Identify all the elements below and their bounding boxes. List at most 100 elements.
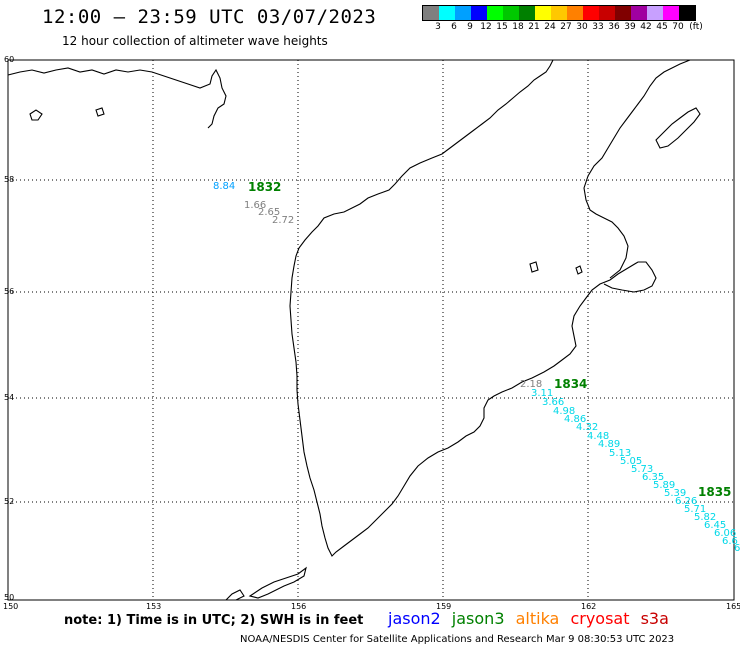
color-scale-labels: 3 6 9 12 15 18 21 24 27 30 33 36 39 42 45 70 (ft) [422, 22, 703, 34]
color-scale-label: 15 [496, 22, 508, 32]
color-swatch [423, 6, 439, 20]
wave-height-label: 8.84 [213, 181, 235, 192]
color-scale-label: 70 [672, 22, 684, 32]
color-scale-label: 30 [576, 22, 588, 32]
kamchatka-coastline [289, 59, 657, 557]
color-swatch [583, 6, 599, 20]
lat-label-50: 50 [4, 593, 14, 602]
wave-height-label: 3.66 [542, 397, 564, 408]
color-scale-label: 6 [451, 22, 457, 32]
lat-label-58: 58 [4, 175, 14, 184]
map-title: 12:00 – 23:59 UTC 03/07/2023 [42, 6, 377, 28]
wave-height-label: 5.82 [694, 512, 716, 523]
wave-height-label: 2.65 [258, 207, 280, 218]
coastline [7, 59, 701, 601]
color-swatch [503, 6, 519, 20]
color-scale-label: 3 [435, 22, 441, 32]
kuril-island-second [224, 589, 245, 601]
commander-island-east [575, 265, 583, 275]
lon-label-162: 162 [581, 602, 596, 611]
wave-height-label: 5.13 [609, 448, 631, 459]
wave-height-label: 4.89 [598, 439, 620, 450]
kamchatka-east-coast [583, 59, 691, 279]
color-swatch [647, 6, 663, 20]
lat-label-60: 60 [4, 55, 14, 64]
color-swatch [679, 6, 695, 20]
map-frame [7, 59, 735, 601]
graticule [8, 60, 734, 600]
color-swatch [615, 6, 631, 20]
wave-height-labels: 8.84 1.662.652.72 2.183.113.664.984.864.32… [213, 181, 740, 554]
lon-label-159: 159 [436, 602, 451, 611]
color-swatch [599, 6, 615, 20]
pass-time-label: 1834 [554, 377, 587, 391]
wave-height-label: 6.35 [642, 472, 664, 483]
color-scale-label: 39 [624, 22, 636, 32]
color-scale-label: 21 [528, 22, 540, 32]
color-scale-label: 33 [592, 22, 604, 32]
color-swatch [535, 6, 551, 20]
lon-label-150: 150 [3, 602, 18, 611]
pass-time-label: 1835 [698, 485, 731, 499]
wave-height-label: 4.86 [564, 414, 586, 425]
lat-label-52: 52 [4, 497, 14, 506]
wave-height-label: 5.05 [620, 456, 642, 467]
wave-height-label: 6 [734, 543, 740, 554]
color-swatch [551, 6, 567, 20]
color-swatch [439, 6, 455, 20]
wave-height-label: 2.18 [520, 379, 542, 390]
legend-cryosat: cryosat [570, 609, 630, 628]
wave-height-label: 6.06 [714, 528, 736, 539]
commander-island-west [529, 261, 539, 273]
lon-label-165: 165 [726, 602, 740, 611]
wave-height-label: 4.48 [587, 431, 609, 442]
legend-jason3: jason3 [451, 609, 505, 628]
footer-note: note: 1) Time is in UTC; 2) SWH is in fe… [64, 613, 364, 628]
pass-time-label: 1832 [248, 180, 281, 194]
satellite-legend: jason2 jason3 altika cryosat s3a [388, 609, 675, 628]
color-scale-label: 45 [656, 22, 668, 32]
wave-height-label: 3.11 [531, 388, 553, 399]
color-swatch [663, 6, 679, 20]
okhotsk-north-shore [7, 67, 227, 129]
wave-height-label: 1.66 [244, 200, 266, 211]
lon-label-156: 156 [291, 602, 306, 611]
color-scale-label: 18 [512, 22, 524, 32]
color-swatch [567, 6, 583, 20]
color-scale-label: 24 [544, 22, 556, 32]
color-scale-label: 12 [480, 22, 492, 32]
legend-s3a: s3a [640, 609, 669, 628]
wave-height-label: 5.89 [653, 480, 675, 491]
lat-label-56: 56 [4, 287, 14, 296]
legend-altika: altika [515, 609, 560, 628]
lon-label-153: 153 [146, 602, 161, 611]
wave-height-label: 6.6 [722, 536, 738, 547]
wave-height-label: 4.98 [553, 406, 575, 417]
wave-height-label: 6.26 [675, 496, 697, 507]
map-subtitle: 12 hour collection of altimeter wave hei… [62, 34, 328, 48]
wave-height-label: 2.72 [272, 215, 294, 226]
small-island-north [29, 109, 43, 121]
color-scale-label: 42 [640, 22, 652, 32]
wave-height-label: 6.45 [704, 520, 726, 531]
kuril-island-north [248, 566, 307, 599]
color-scale-swatches [422, 5, 696, 21]
wave-height-label: 4.32 [576, 422, 598, 433]
wave-height-label: 5.71 [684, 504, 706, 515]
credit-line: NOAA/NESDIS Center for Satellite Applica… [240, 634, 675, 645]
color-swatch [631, 6, 647, 20]
color-swatch [471, 6, 487, 20]
wave-height-label: 5.39 [664, 488, 686, 499]
pass-time-labels: 1832 1834 1835 [248, 180, 731, 499]
color-scale-label: 36 [608, 22, 620, 32]
color-scale-label: 9 [467, 22, 473, 32]
axis-tick-labels: 150 153 156 159 162 165 60 58 56 54 52 5… [3, 55, 740, 611]
color-swatch [455, 6, 471, 20]
color-swatch [519, 6, 535, 20]
legend-jason2: jason2 [388, 609, 441, 628]
color-swatch [487, 6, 503, 20]
wave-height-label: 5.73 [631, 464, 653, 475]
color-scale-unit: (ft) [689, 22, 703, 32]
small-island-west [95, 107, 105, 117]
